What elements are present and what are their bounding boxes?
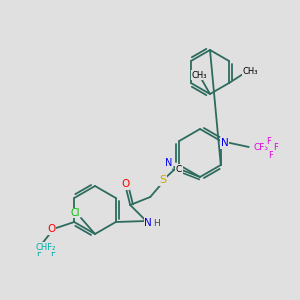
Text: O: O xyxy=(47,224,55,234)
Text: O: O xyxy=(121,179,129,189)
Text: Cl: Cl xyxy=(70,208,80,218)
Text: CHF₂: CHF₂ xyxy=(35,242,56,251)
Text: CH₃: CH₃ xyxy=(242,67,258,76)
Text: C: C xyxy=(176,164,182,173)
Text: F: F xyxy=(266,137,271,146)
Text: N: N xyxy=(165,158,173,168)
Text: CH₃: CH₃ xyxy=(191,70,207,80)
Text: F: F xyxy=(273,143,278,152)
Text: F: F xyxy=(50,250,55,259)
Text: N: N xyxy=(144,218,152,228)
Text: F: F xyxy=(36,250,41,259)
Text: N: N xyxy=(221,138,229,148)
Text: CF₃: CF₃ xyxy=(253,142,268,152)
Text: S: S xyxy=(160,175,167,185)
Text: F: F xyxy=(268,152,273,160)
Text: H: H xyxy=(153,220,160,229)
